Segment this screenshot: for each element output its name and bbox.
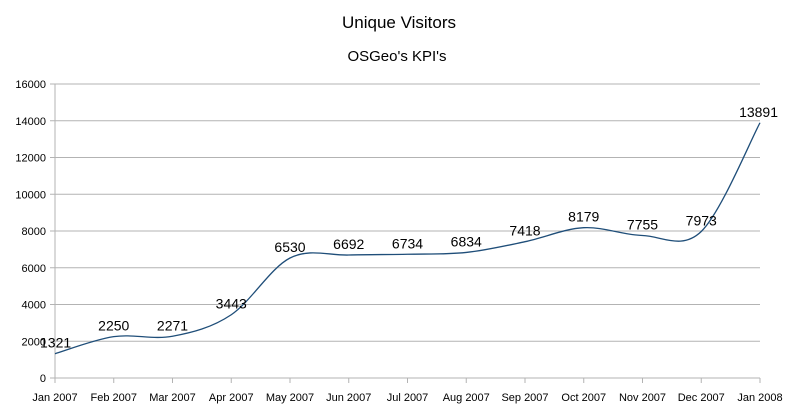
x-tick-label: Oct 2007 xyxy=(561,392,606,404)
y-tick-label: 10000 xyxy=(15,189,46,201)
data-point xyxy=(582,226,585,229)
x-tick-label: Aug 2007 xyxy=(443,392,490,404)
data-label: 2271 xyxy=(157,317,188,333)
series-layer xyxy=(54,121,762,355)
gridlines xyxy=(55,83,760,342)
data-point xyxy=(171,335,174,338)
x-tick-label: Sep 2007 xyxy=(501,392,548,404)
data-label: 7755 xyxy=(627,217,658,233)
data-point xyxy=(347,254,350,257)
x-tick-label: May 2007 xyxy=(266,392,314,404)
data-label: 6530 xyxy=(274,239,305,255)
x-tick-label: Jul 2007 xyxy=(387,392,429,404)
data-point xyxy=(524,240,527,243)
y-tick-label: 0 xyxy=(40,373,46,385)
data-label: 6734 xyxy=(392,235,423,251)
y-tick-label: 16000 xyxy=(15,79,46,91)
data-point xyxy=(230,313,233,316)
x-tick-labels: Jan 2007 Feb 2007 Mar 2007 Apr 2007 May 2007… xyxy=(32,392,782,404)
data-point xyxy=(759,121,762,124)
data-label: 1321 xyxy=(40,335,71,351)
data-label: 7973 xyxy=(686,212,717,228)
x-tick-label: Feb 2007 xyxy=(91,392,137,404)
series-line xyxy=(54,122,761,355)
x-tick-label: Nov 2007 xyxy=(619,392,666,404)
x-tick-label: Mar 2007 xyxy=(149,392,195,404)
data-label: 2250 xyxy=(98,318,129,334)
data-point xyxy=(54,352,57,355)
x-tick-label: Jan 2008 xyxy=(737,392,782,404)
y-tick-label: 2000 xyxy=(22,336,46,348)
data-label: 6692 xyxy=(333,236,364,252)
data-point xyxy=(465,251,468,254)
chart-subtitle: OSGeo's KPI's xyxy=(347,48,446,65)
y-tick-label: 8000 xyxy=(22,226,46,238)
axes xyxy=(50,83,761,383)
data-point xyxy=(406,253,409,256)
data-label: 3443 xyxy=(216,296,247,312)
y-tick-label: 14000 xyxy=(15,116,46,128)
data-labels: 1321 2250 2271 3443 6530 6692 6734 6834 7418 8179… xyxy=(40,104,778,351)
data-label: 7418 xyxy=(509,223,540,239)
data-label: 6834 xyxy=(451,233,482,249)
y-tick-label: 4000 xyxy=(22,300,46,312)
data-label: 8179 xyxy=(568,209,599,225)
data-point xyxy=(700,230,703,233)
x-tick-label: Jun 2007 xyxy=(326,392,371,404)
data-label: 13891 xyxy=(739,104,778,120)
x-tick-label: Apr 2007 xyxy=(209,392,254,404)
x-tick-label: Dec 2007 xyxy=(678,392,725,404)
y-tick-label: 12000 xyxy=(15,153,46,165)
chart-title: Unique Visitors xyxy=(342,13,456,32)
x-tick-label: Jan 2007 xyxy=(32,392,77,404)
data-point xyxy=(641,234,644,237)
y-tick-labels: 0 2000 4000 6000 8000 10000 12000 14000 16000 xyxy=(15,79,46,385)
data-point xyxy=(289,257,292,260)
y-tick-label: 6000 xyxy=(22,263,46,275)
data-point xyxy=(112,335,115,338)
